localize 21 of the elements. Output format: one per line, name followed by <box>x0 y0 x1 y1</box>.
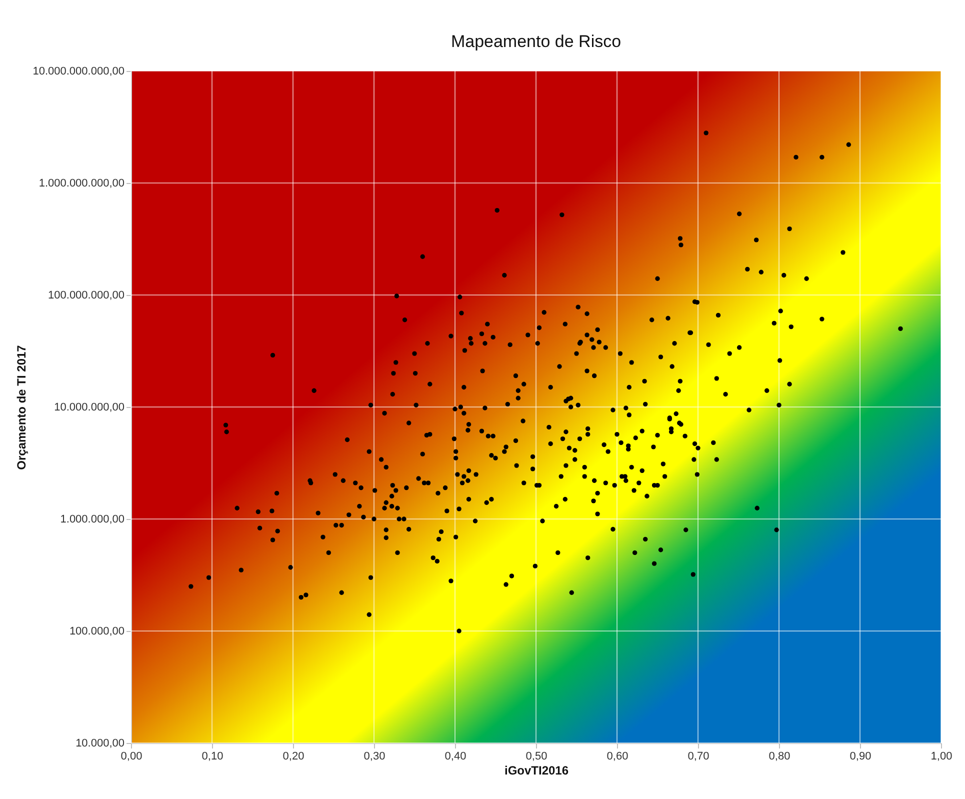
x-tick-label: 0,50 <box>526 750 548 762</box>
x-tick-label: 0,90 <box>850 750 872 762</box>
chart-title: Mapeamento de Risco <box>450 32 622 51</box>
y-tick-label: 10.000.000,00 <box>54 402 124 414</box>
x-tick-label: 0,10 <box>202 750 224 762</box>
x-tick-label: 0,70 <box>688 750 710 762</box>
x-tick-label: 0,60 <box>606 750 628 762</box>
x-tick-label: 0,00 <box>120 750 142 762</box>
x-tick-label: 0,40 <box>444 750 466 762</box>
y-tick-label: 10.000,00 <box>76 738 124 750</box>
y-tick-label: 100.000,00 <box>69 626 124 638</box>
y-tick-label: 1.000.000,00 <box>60 514 124 526</box>
y-tick-label: 100.000.000,00 <box>48 290 124 302</box>
x-tick-label: 0,30 <box>364 750 386 762</box>
x-tick-label: 0,80 <box>768 750 790 762</box>
x-tick-label: 0,20 <box>282 750 304 762</box>
x-tick-label: 1,00 <box>930 750 952 762</box>
y-tick-label: 1.000.000.000,00 <box>38 178 124 190</box>
x-axis-title: iGovTI2016 <box>504 764 569 778</box>
y-axis-title: Orçamento de TI 2017 <box>14 344 29 470</box>
y-tick-label: 10.000.000.000,00 <box>32 66 124 78</box>
